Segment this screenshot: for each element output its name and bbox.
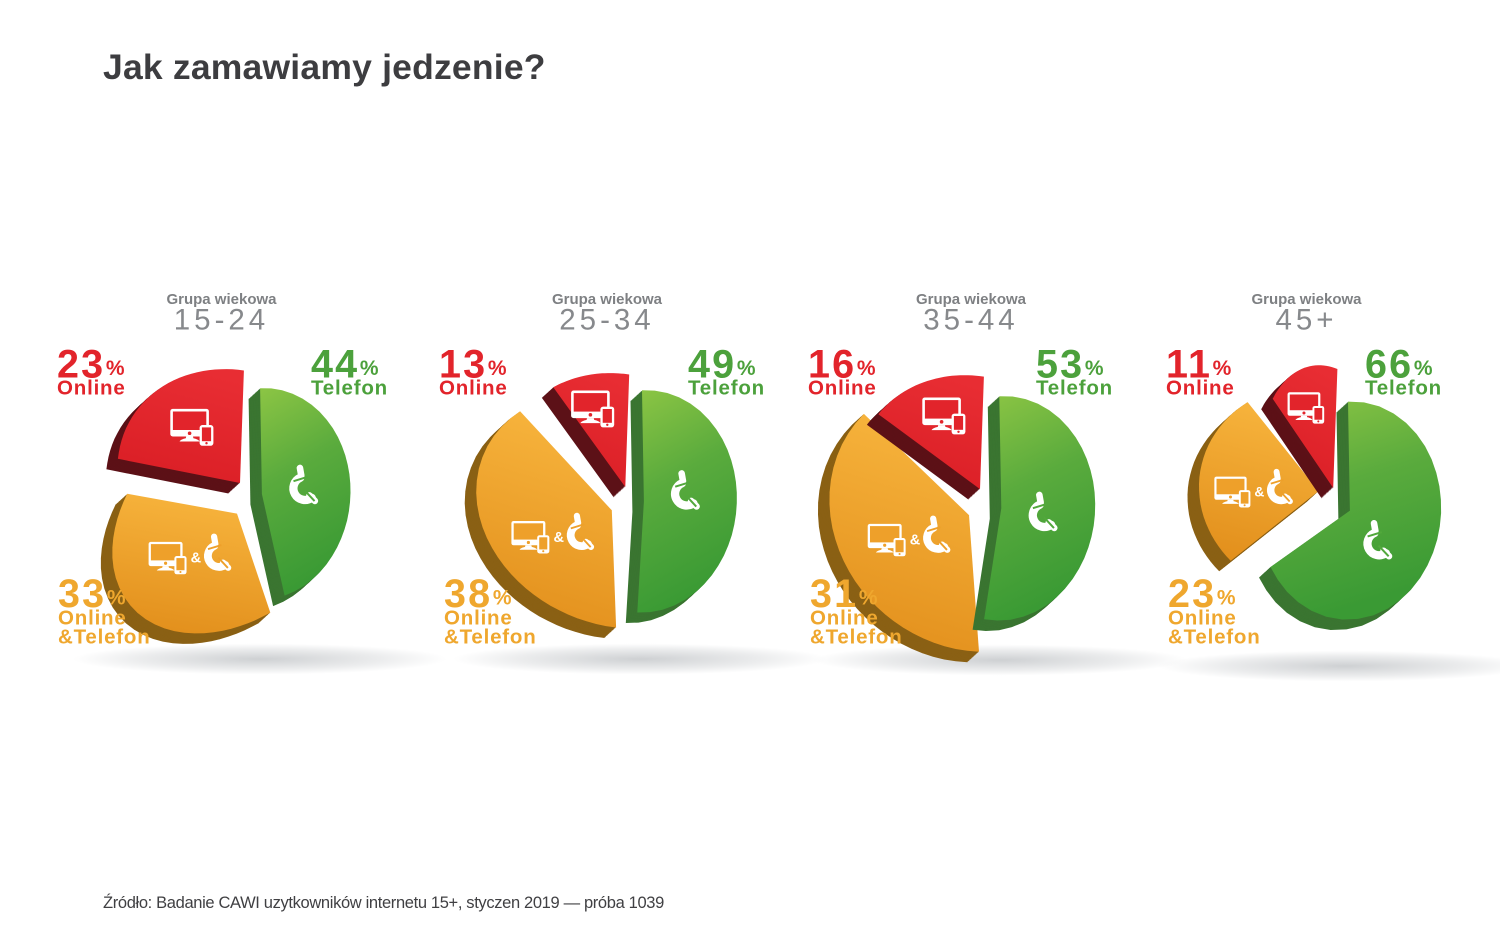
svg-text:15-24: 15-24 bbox=[174, 304, 269, 337]
svg-text:Telefon: Telefon bbox=[688, 377, 765, 400]
svg-text:Online: Online bbox=[1166, 377, 1235, 400]
svg-text:Online: Online bbox=[57, 377, 126, 400]
svg-text:25-34: 25-34 bbox=[559, 304, 654, 337]
svg-text:Grupa wiekowa: Grupa wiekowa bbox=[916, 291, 1027, 308]
svg-text:Grupa wiekowa: Grupa wiekowa bbox=[1251, 291, 1362, 308]
svg-text:Telefon: Telefon bbox=[311, 377, 388, 400]
svg-text:Online: Online bbox=[439, 377, 508, 400]
svg-text:Grupa wiekowa: Grupa wiekowa bbox=[166, 291, 277, 308]
svg-text:Online: Online bbox=[1168, 606, 1237, 629]
svg-text:&: & bbox=[910, 533, 921, 549]
svg-text:&Telefon: &Telefon bbox=[1168, 625, 1261, 648]
svg-text:45+: 45+ bbox=[1275, 304, 1337, 337]
svg-text:49%: 49% bbox=[688, 343, 758, 387]
svg-text:&Telefon: &Telefon bbox=[444, 625, 537, 648]
svg-text:Grupa wiekowa: Grupa wiekowa bbox=[552, 291, 663, 308]
svg-text:&: & bbox=[553, 530, 564, 546]
svg-text:&Telefon: &Telefon bbox=[58, 625, 151, 648]
svg-text:Jak zamawiamy jedzenie?: Jak zamawiamy jedzenie? bbox=[103, 47, 546, 87]
svg-text:Telefon: Telefon bbox=[1036, 377, 1113, 400]
svg-text:&: & bbox=[1254, 485, 1264, 500]
svg-text:&Telefon: &Telefon bbox=[810, 625, 903, 648]
svg-text:Online: Online bbox=[810, 606, 879, 629]
svg-text:Online: Online bbox=[808, 377, 877, 400]
svg-text:&: & bbox=[191, 551, 202, 567]
svg-text:Telefon: Telefon bbox=[1365, 377, 1442, 400]
svg-text:Źródło: Badanie CAWI uzytkowni: Źródło: Badanie CAWI uzytkowników intern… bbox=[103, 893, 664, 912]
svg-text:Online: Online bbox=[444, 606, 513, 629]
svg-text:Online: Online bbox=[58, 606, 127, 629]
svg-text:23%: 23% bbox=[57, 343, 127, 387]
svg-text:35-44: 35-44 bbox=[923, 304, 1018, 337]
